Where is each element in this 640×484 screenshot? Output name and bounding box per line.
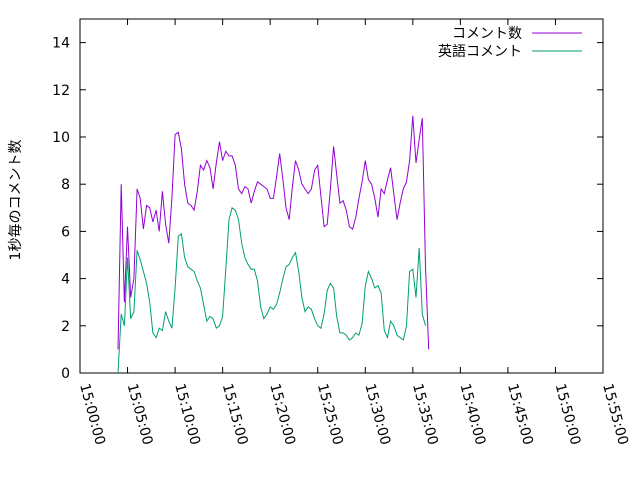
- y-tick-label: 4: [61, 272, 70, 288]
- y-axis: 0 2 4 6 8 10 12 14: [52, 36, 603, 382]
- legend-label-1: コメント数: [452, 26, 522, 42]
- x-tick-label: 15:25:00: [314, 382, 346, 447]
- plot-border: [79, 18, 604, 374]
- y-tick-label: 6: [61, 224, 70, 240]
- x-tick-label: 15:00:00: [76, 382, 108, 447]
- series-layer: [117, 115, 430, 374]
- x-tick-label: 15:35:00: [409, 382, 441, 447]
- y-axis-label: 1秒毎のコメント数: [8, 140, 24, 261]
- series-line-1: [117, 115, 430, 350]
- y-tick-label: 10: [52, 130, 70, 146]
- y-tick-label: 8: [61, 177, 70, 193]
- plot-frame: [79, 18, 604, 374]
- y-tick-label: 12: [52, 83, 70, 99]
- x-tick-label: 15:05:00: [124, 382, 156, 447]
- x-tick-label: 15:45:00: [504, 382, 536, 447]
- x-tick-label: 15:30:00: [361, 382, 393, 447]
- y-tick-label: 0: [61, 366, 70, 382]
- x-tick-label: 15:10:00: [171, 382, 203, 447]
- x-axis: 15:00:00 15:05:00 15:10:00 15:15:00 15:20:00…: [76, 19, 631, 447]
- series-line-2: [117, 206, 426, 374]
- y-tick-label: 14: [52, 36, 70, 52]
- x-tick-label: 15:40:00: [456, 382, 488, 447]
- x-tick-label: 15:50:00: [552, 382, 584, 447]
- y-tick-label: 2: [61, 319, 70, 335]
- x-tick-label: 15:20:00: [266, 382, 298, 447]
- legend-label-2: 英語コメント: [438, 43, 522, 60]
- x-tick-label: 15:55:00: [599, 382, 631, 447]
- x-tick-label: 15:15:00: [219, 382, 251, 447]
